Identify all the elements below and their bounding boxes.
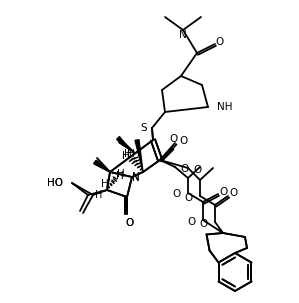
Text: HO: HO: [47, 178, 63, 188]
Text: H: H: [124, 149, 132, 159]
Text: H: H: [94, 190, 102, 200]
Polygon shape: [94, 160, 110, 172]
Text: O: O: [229, 188, 237, 198]
Polygon shape: [135, 140, 143, 172]
Text: H: H: [101, 179, 109, 189]
Text: H: H: [127, 149, 135, 159]
Text: O: O: [125, 218, 133, 228]
Text: O: O: [185, 193, 193, 203]
Text: O: O: [170, 134, 178, 144]
Text: N: N: [132, 172, 140, 182]
Text: O: O: [180, 164, 188, 174]
Text: O: O: [216, 37, 224, 47]
Text: H: H: [117, 169, 125, 179]
Polygon shape: [94, 160, 110, 172]
Text: N: N: [132, 173, 140, 183]
Text: H: H: [122, 151, 130, 161]
Text: S: S: [140, 123, 147, 133]
Text: O: O: [219, 187, 227, 197]
Text: O: O: [125, 218, 133, 228]
Text: O: O: [173, 189, 181, 199]
Text: O: O: [200, 219, 208, 229]
Text: H: H: [116, 171, 124, 181]
Text: O: O: [188, 217, 196, 227]
Text: HO: HO: [47, 178, 63, 188]
Text: O: O: [193, 165, 201, 175]
Text: O: O: [179, 136, 187, 146]
Polygon shape: [117, 137, 130, 150]
Text: N: N: [179, 30, 187, 40]
Text: NH: NH: [217, 102, 233, 112]
Polygon shape: [119, 139, 135, 153]
